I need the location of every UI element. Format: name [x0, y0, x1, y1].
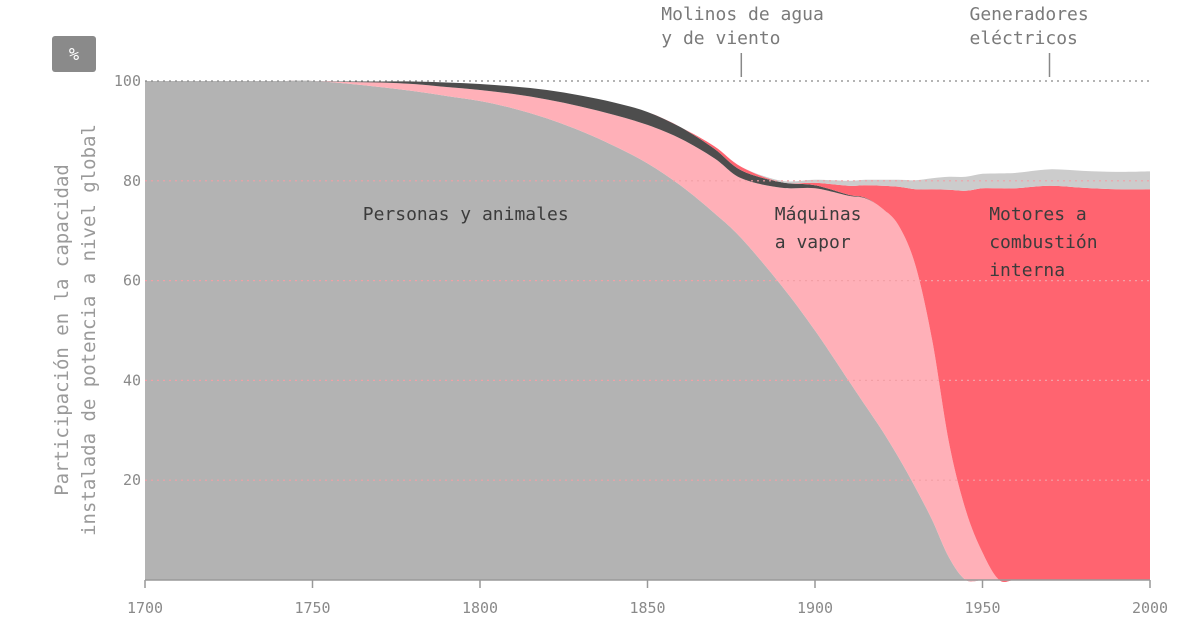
- labels-layer: % Participación en la capacidad instalada…: [51, 36, 100, 536]
- annotations-layer: Personas y animales Máquinas a vapor Motore…: [363, 4, 1098, 281]
- area-personas-y-animales: [145, 80, 1150, 582]
- x-tick-label-1800: 1800: [462, 599, 498, 617]
- series-label-line-personas-y-animales-0: Personas y animales: [363, 204, 569, 225]
- y-tick-label-80: 80: [123, 172, 141, 190]
- x-tick-label-1750: 1750: [294, 599, 330, 617]
- unit-badge: %: [52, 36, 96, 72]
- area-layer: [145, 80, 1150, 583]
- series-label-line-maquinas-a-vapor-1: a vapor: [775, 232, 851, 253]
- series-label-motores-a-combustion-interna: Motores a combustión interna: [989, 204, 1097, 281]
- y-axis-title: Participación en la capacidad instalada d…: [51, 124, 100, 536]
- area-motores-a-combustion-interna: [145, 80, 1150, 583]
- x-tick-label-1950: 1950: [964, 599, 1000, 617]
- callout-line-text-molinos-de-agua-y-de-viento-1: y de viento: [661, 28, 780, 49]
- series-label-personas-y-animales: Personas y animales: [363, 204, 569, 225]
- series-label-line-motores-a-combustion-interna-0: Motores a: [989, 204, 1087, 225]
- series-label-line-motores-a-combustion-interna-2: interna: [989, 260, 1065, 281]
- y-tick-label-60: 60: [123, 272, 141, 290]
- series-label-maquinas-a-vapor: Máquinas a vapor: [775, 204, 862, 253]
- series-label-line-motores-a-combustion-interna-1: combustión: [989, 232, 1097, 253]
- area-generadores-electricos: [145, 80, 1150, 191]
- y-tick-label-20: 20: [123, 471, 141, 489]
- y-axis-title-line-2: instalada de potencia a nivel global: [78, 124, 100, 536]
- callout-label-generadores-electricos: Generadores eléctricos: [970, 4, 1089, 49]
- callout-line-text-molinos-de-agua-y-de-viento-0: Molinos de agua: [661, 4, 824, 25]
- area-maquinas-a-vapor: [145, 80, 1150, 583]
- y-axis-title-line-1: Participación en la capacidad: [51, 164, 73, 496]
- y-tick-label-40: 40: [123, 371, 141, 389]
- callout-label-molinos-de-agua-y-de-viento: Molinos de agua y de viento: [661, 4, 824, 49]
- x-tick-label-2000: 2000: [1132, 599, 1168, 617]
- callout-line-text-generadores-electricos-0: Generadores: [970, 4, 1089, 25]
- x-tick-label-1900: 1900: [797, 599, 833, 617]
- axes: 1700 1750 1800 1850 1900 1950 2000 20 40 60 80 100: [114, 72, 1168, 617]
- y-tick-label-100: 100: [114, 72, 141, 90]
- x-tick-label-1850: 1850: [629, 599, 665, 617]
- x-tick-label-1700: 1700: [127, 599, 163, 617]
- unit-badge-text: %: [69, 45, 79, 65]
- callout-line-text-generadores-electricos-1: eléctricos: [970, 28, 1078, 49]
- unit-badge-box: [52, 36, 96, 72]
- series-label-line-maquinas-a-vapor-0: Máquinas: [775, 204, 862, 225]
